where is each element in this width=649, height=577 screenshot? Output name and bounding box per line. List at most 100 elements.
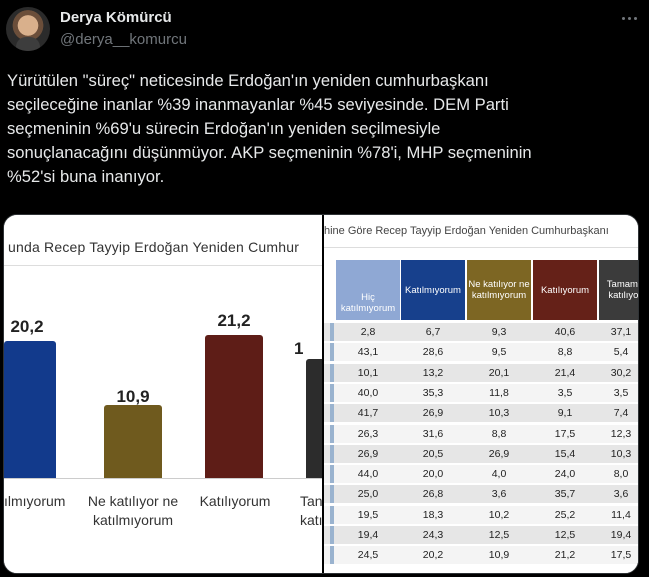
table-row: 40,0 35,3 11,8 3,5 3,5 bbox=[324, 383, 638, 402]
table-cell: 10,2 bbox=[488, 508, 510, 521]
table-cell: 19,4 bbox=[357, 529, 379, 541]
table-row: 19,4 24,3 12,5 12,5 19,4 bbox=[324, 526, 638, 544]
table-cell: 5,4 bbox=[613, 346, 629, 359]
table-cell: 26,9 bbox=[357, 447, 379, 460]
bar-value: 10,9 bbox=[116, 387, 150, 406]
more-dot-icon bbox=[627, 16, 631, 20]
bar-tamamen-katiliyorum bbox=[306, 359, 322, 478]
table-cell: 17,5 bbox=[610, 549, 632, 562]
row-marker bbox=[330, 343, 334, 362]
table-cell: 15,4 bbox=[554, 447, 576, 460]
bar-value: 20,2 bbox=[10, 317, 44, 336]
table-cell: 10,3 bbox=[610, 447, 632, 460]
row-marker bbox=[330, 424, 334, 443]
table-cell: 20,0 bbox=[422, 468, 444, 481]
table-header: Tamame katılıyor bbox=[599, 260, 638, 320]
row-marker bbox=[330, 526, 334, 544]
author-name[interactable]: Derya Kömürcü bbox=[60, 9, 172, 26]
table-row: 26,9 20,5 26,9 15,4 10,3 bbox=[324, 444, 638, 463]
table-cell: 3,6 bbox=[491, 488, 507, 501]
row-marker bbox=[330, 444, 334, 463]
row-marker bbox=[330, 485, 334, 504]
row-marker bbox=[330, 505, 334, 524]
table-cell: 9,3 bbox=[491, 326, 507, 338]
label-line: Tan bbox=[300, 493, 322, 509]
table-row: 26,3 31,6 8,8 17,5 12,3 bbox=[324, 424, 638, 443]
table-row: 10,1 13,2 20,1 21,4 30,2 bbox=[324, 363, 638, 382]
table-cell: 25,0 bbox=[357, 488, 379, 501]
tweet-text: Yürütülen "süreç" neticesinde Erdoğan'ın… bbox=[7, 69, 643, 189]
table-cell: 20,5 bbox=[422, 447, 444, 460]
table-cell: 12,5 bbox=[488, 529, 510, 541]
table-cell: 30,2 bbox=[610, 366, 632, 379]
label-line: ılmıyorum bbox=[4, 493, 66, 509]
table-cell: 13,2 bbox=[422, 366, 444, 379]
table-cell: 19,4 bbox=[610, 529, 632, 541]
image-divider bbox=[322, 215, 324, 573]
table-header: Katılmıyorum bbox=[401, 260, 465, 320]
table-cell: 40,0 bbox=[357, 386, 379, 399]
table-cell: 20,2 bbox=[422, 549, 444, 562]
title-divider bbox=[324, 247, 638, 248]
table-cell: 11,4 bbox=[611, 508, 631, 521]
bar-category-label: Tan katıl bbox=[300, 492, 322, 530]
x-axis bbox=[4, 478, 322, 479]
table-header: Katılıyorum bbox=[533, 260, 597, 320]
media-image-table[interactable]: hine Göre Recep Tayyip Erdoğan Yeniden C… bbox=[324, 215, 638, 573]
table-cell: 26,8 bbox=[422, 488, 444, 501]
tweet-text-line: seçmeninin %69'u sürecin Erdoğan'ın yeni… bbox=[7, 119, 441, 138]
table-cell: 24,3 bbox=[422, 529, 444, 541]
tweet-text-line: sonuçlanacağını düşünmüyor. AKP seçmenin… bbox=[7, 143, 532, 162]
label-line: katılmıyorum bbox=[92, 512, 174, 528]
table-cell: 35,7 bbox=[554, 488, 576, 501]
table-cell: 24,0 bbox=[554, 468, 576, 481]
table-cell: 20,1 bbox=[488, 366, 510, 379]
table-cell: 7,4 bbox=[613, 407, 629, 420]
table-row: 2,8 6,7 9,3 40,6 37,1 bbox=[324, 323, 638, 341]
table-cell: 35,3 bbox=[422, 386, 444, 399]
table-cell: 43,1 bbox=[357, 346, 379, 359]
more-dot-icon bbox=[621, 16, 625, 20]
more-options-button[interactable] bbox=[618, 10, 640, 26]
table-row: 25,0 26,8 3,6 35,7 3,6 bbox=[324, 485, 638, 504]
table-cell: 21,4 bbox=[554, 366, 576, 379]
table-cell: 26,9 bbox=[422, 407, 444, 420]
row-marker bbox=[330, 383, 334, 402]
table-cell: 31,6 bbox=[422, 427, 444, 440]
table-cell: 24,5 bbox=[357, 549, 379, 562]
more-dot-icon bbox=[633, 16, 637, 20]
media-image-bar-chart[interactable]: unda Recep Tayyip Erdoğan Yeniden Cumhur… bbox=[4, 215, 322, 573]
table-cell: 3,6 bbox=[613, 488, 629, 501]
avatar[interactable] bbox=[6, 7, 50, 51]
row-marker bbox=[330, 546, 334, 565]
bar-ne-katiliyor-ne-katilmiyorum bbox=[104, 405, 162, 478]
label-line: katıl bbox=[300, 512, 322, 528]
table-cell: 44,0 bbox=[357, 468, 379, 481]
tweet-media[interactable]: unda Recep Tayyip Erdoğan Yeniden Cumhur… bbox=[3, 214, 639, 574]
table-row: 41,7 26,9 10,3 9,1 7,4 bbox=[324, 404, 638, 423]
table-title: hine Göre Recep Tayyip Erdoğan Yeniden C… bbox=[324, 225, 609, 237]
table-row: 24,5 20,2 10,9 21,2 17,5 bbox=[324, 546, 638, 565]
table-header: Ne katılıyor ne katılmıyorum bbox=[467, 260, 531, 320]
row-marker bbox=[330, 465, 334, 484]
label-line: Katılıyorum bbox=[199, 493, 271, 509]
table-cell: 18,3 bbox=[422, 508, 444, 521]
table-cell: 8,8 bbox=[491, 427, 507, 440]
author-handle[interactable]: @derya__komurcu bbox=[60, 31, 187, 48]
table-row: 43,1 28,6 9,5 8,8 5,4 bbox=[324, 343, 638, 362]
bar-hic-katilmiyorum bbox=[4, 341, 56, 478]
table-row: 44,0 20,0 4,0 24,0 8,0 bbox=[324, 465, 638, 484]
row-marker bbox=[330, 363, 334, 382]
table-cell: 40,6 bbox=[554, 326, 576, 338]
table-cell: 25,2 bbox=[554, 508, 576, 521]
table-cell: 8,0 bbox=[613, 468, 629, 481]
table-header: Hiç katılmıyorum bbox=[336, 260, 400, 320]
bar-katiliyorum bbox=[205, 335, 263, 478]
title-divider bbox=[4, 265, 322, 266]
tweet-text-line: %52'si buna inanıyor. bbox=[7, 167, 165, 186]
table-cell: 17,5 bbox=[554, 427, 576, 440]
bar-value: 21,2 bbox=[217, 311, 251, 330]
table-cell: 26,9 bbox=[488, 447, 510, 460]
table-cell: 41,7 bbox=[357, 407, 379, 420]
table-cell: 28,6 bbox=[422, 346, 444, 359]
